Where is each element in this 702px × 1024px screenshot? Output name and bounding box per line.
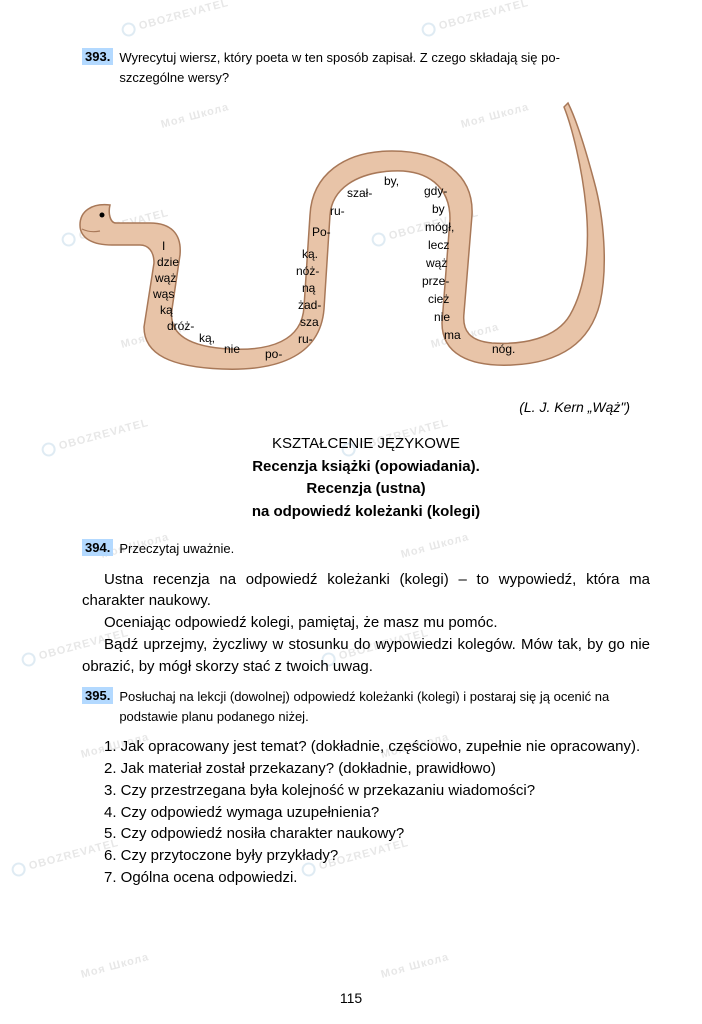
list-item: 1. Jak opracowany jest temat? (dokładnie… (82, 736, 650, 758)
section-title: KSZTAŁCENIE JĘZYKOWE Recenzja książki (o… (82, 433, 650, 523)
snake-word: żad- (298, 298, 321, 313)
snake-word: nóg. (492, 342, 515, 357)
body-p1: Ustna recenzja na odpowiedź koleżanki (k… (82, 569, 650, 613)
body-p2: Oceniając odpowiedź kolegi, pamiętaj, że… (82, 612, 650, 634)
list-item: 5. Czy odpowiedź nosiła charakter naukow… (82, 823, 650, 845)
evaluation-plan-list: 1. Jak opracowany jest temat? (dokładnie… (82, 736, 650, 888)
snake-word: ru- (298, 332, 313, 347)
exercise-393: 393. Wyrecytuj wiersz, który poeta w ten… (82, 48, 650, 87)
snake-word: I (162, 239, 165, 254)
exercise-text: Posłuchaj na lekcji (dowolnej) odpowiedź… (119, 687, 650, 726)
body-p3: Bądź uprzejmy, życzliwy w stosunku do wy… (82, 634, 650, 678)
section-line1: KSZTAŁCENIE JĘZYKOWE (82, 433, 650, 456)
snake-word: wąs (153, 287, 174, 302)
snake-word: prze- (422, 274, 449, 289)
exercise-394: 394. Przeczytaj uważnie. (82, 539, 650, 559)
snake-word: sza (300, 315, 319, 330)
snake-word: nie (434, 310, 450, 325)
exercise-number: 394. (82, 539, 113, 556)
snake-word: dróż- (167, 319, 194, 334)
list-item: 2. Jak materiał został przekazany? (dokł… (82, 758, 650, 780)
list-item: 3. Czy przestrzegana była kolejność w pr… (82, 780, 650, 802)
section-line2: Recenzja książki (opowiadania). (82, 456, 650, 479)
page-content: 393. Wyrecytuj wiersz, który poeta w ten… (0, 0, 702, 1024)
snake-word: cież (428, 292, 449, 307)
poem-credit: (L. J. Kern „Wąż") (82, 399, 630, 415)
exercise-text: Wyrecytuj wiersz, który poeta w ten spos… (119, 48, 650, 87)
snake-word: gdy- (424, 184, 447, 199)
exercise-number: 393. (82, 48, 113, 65)
list-item: 4. Czy odpowiedź wymaga uzupełnienia? (82, 802, 650, 824)
snake-word: po- (265, 347, 282, 362)
list-item: 7. Ogólna ocena odpowiedzi. (82, 867, 650, 889)
section-line3: Recenzja (ustna) (82, 478, 650, 501)
snake-word: mógł, (425, 220, 454, 235)
snake-svg (72, 97, 632, 387)
snake-word: szał- (347, 186, 372, 201)
snake-illustration: Idziewążwąskądróż-ką,niepo-ru-szażad-nąn… (72, 97, 632, 387)
list-item: 6. Czy przytoczone były przykłady? (82, 845, 650, 867)
snake-word: wąż (426, 256, 447, 271)
snake-word: ru- (330, 204, 345, 219)
snake-word: by, (384, 174, 399, 189)
snake-word: wąż (155, 271, 176, 286)
snake-word: nie (224, 342, 240, 357)
snake-word: ną (302, 281, 315, 296)
snake-word: ką, (199, 331, 215, 346)
snake-word: nóż- (296, 264, 319, 279)
exercise-395: 395. Posłuchaj na lekcji (dowolnej) odpo… (82, 687, 650, 726)
snake-word: lecz (428, 238, 449, 253)
section-line4: na odpowiedź koleżanki (kolegi) (82, 501, 650, 524)
exercise-text: Przeczytaj uważnie. (119, 539, 650, 559)
exercise-number: 395. (82, 687, 113, 704)
snake-word: ką. (302, 247, 318, 262)
snake-word: Po- (312, 225, 331, 240)
snake-word: ką (160, 303, 173, 318)
snake-word: dzie (157, 255, 179, 270)
snake-word: by (432, 202, 445, 217)
snake-word: ma (444, 328, 461, 343)
body-paragraphs: Ustna recenzja na odpowiedź koleżanki (k… (82, 569, 650, 678)
